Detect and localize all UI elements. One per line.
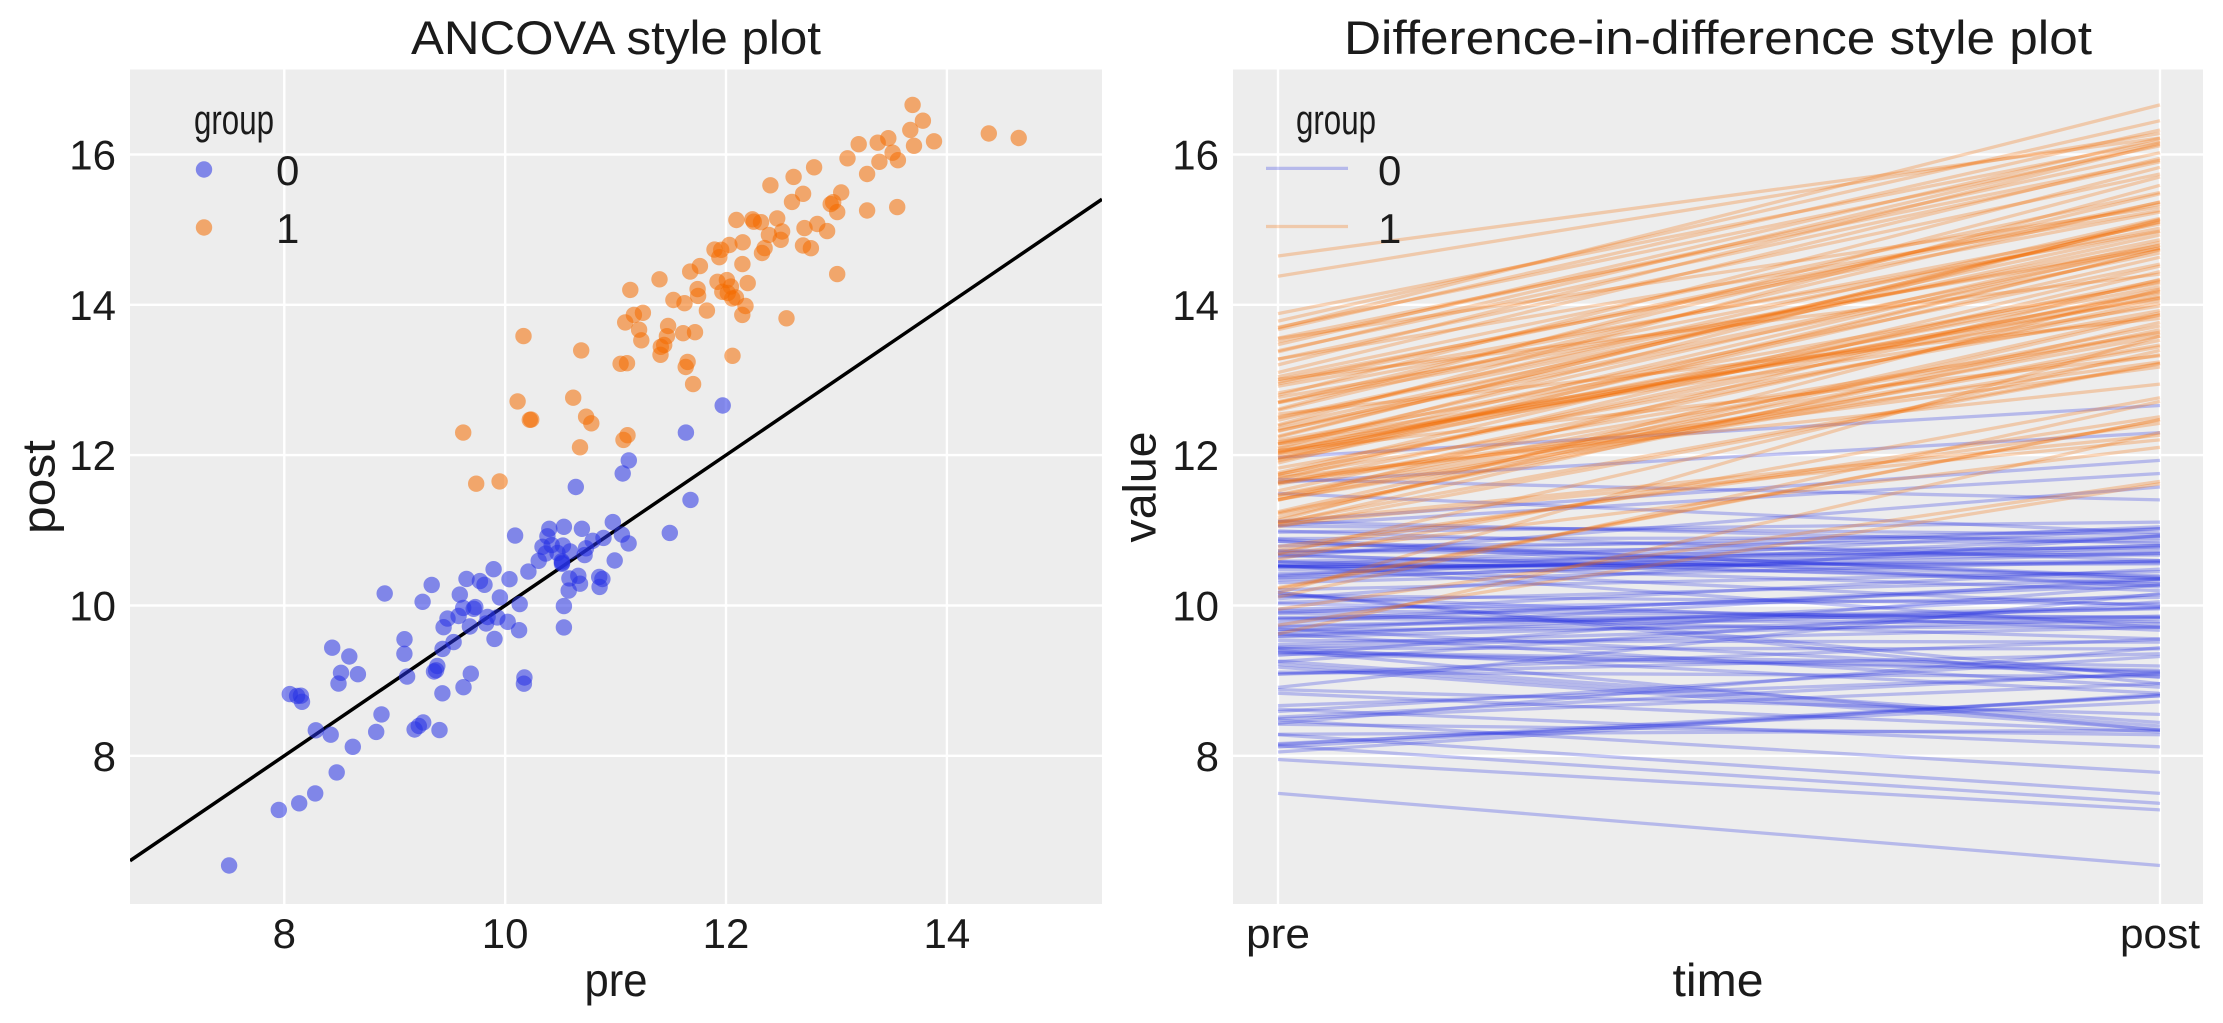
svg-text:14: 14 bbox=[69, 282, 116, 329]
svg-text:12: 12 bbox=[703, 910, 750, 957]
svg-text:0: 0 bbox=[276, 147, 299, 194]
svg-text:14: 14 bbox=[1172, 282, 1219, 329]
svg-text:1: 1 bbox=[1378, 205, 1401, 252]
svg-text:16: 16 bbox=[1172, 132, 1219, 179]
svg-text:10: 10 bbox=[482, 910, 529, 957]
svg-text:8: 8 bbox=[1196, 733, 1219, 780]
svg-text:group: group bbox=[194, 96, 274, 143]
svg-text:group: group bbox=[1296, 96, 1376, 143]
svg-text:pre: pre bbox=[585, 954, 648, 1006]
svg-text:pre: pre bbox=[1246, 910, 1310, 957]
svg-text:Difference-in-difference style: Difference-in-difference style plot bbox=[1344, 11, 2092, 64]
svg-text:time: time bbox=[1673, 954, 1764, 1006]
svg-text:post: post bbox=[13, 440, 65, 534]
svg-text:8: 8 bbox=[93, 733, 116, 780]
svg-text:12: 12 bbox=[1172, 432, 1219, 479]
svg-text:8: 8 bbox=[273, 910, 296, 957]
svg-text:14: 14 bbox=[924, 910, 971, 957]
svg-text:10: 10 bbox=[1172, 582, 1219, 629]
svg-text:12: 12 bbox=[69, 432, 116, 479]
svg-text:value: value bbox=[1114, 432, 1166, 543]
svg-text:1: 1 bbox=[276, 205, 299, 252]
svg-text:0: 0 bbox=[1378, 147, 1401, 194]
svg-text:10: 10 bbox=[69, 582, 116, 629]
svg-text:post: post bbox=[2120, 910, 2200, 957]
svg-text:ANCOVA style plot: ANCOVA style plot bbox=[411, 11, 821, 64]
svg-text:16: 16 bbox=[69, 132, 116, 179]
